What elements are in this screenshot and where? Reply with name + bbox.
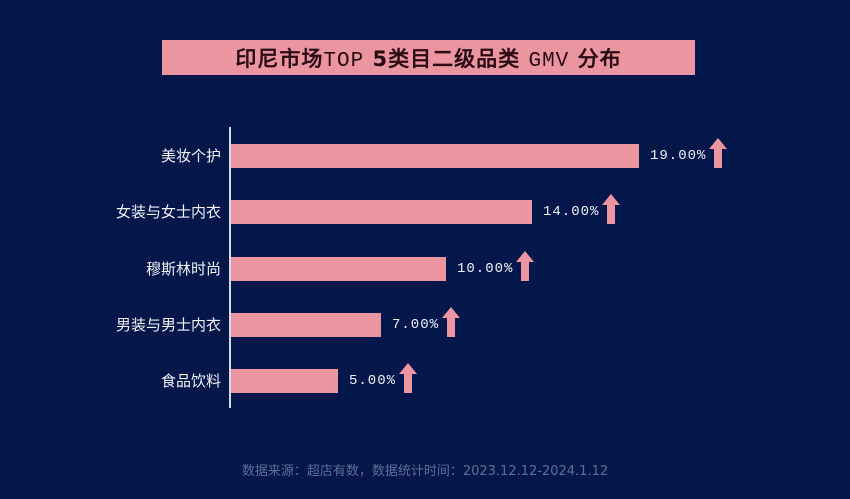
trend-up-arrow-icon: [399, 363, 417, 393]
bar: [231, 313, 381, 337]
category-label: 男装与男士内衣: [115, 316, 221, 334]
trend-up-arrow-icon: [442, 307, 460, 337]
trend-up-arrow-icon: [709, 138, 728, 168]
value-label: 5.00%: [349, 373, 397, 389]
category-label: 女装与女士内衣: [115, 203, 221, 221]
title-part-prefix: 印尼市场: [235, 46, 324, 71]
data-source-note: 数据来源：超店有数，数据统计时间：2023.12.12-2024.1.12: [241, 464, 609, 479]
title-part-top: TOP: [323, 49, 365, 73]
bar-row: 男装与男士内衣 7.00%: [0, 307, 850, 337]
value-label: 10.00%: [457, 261, 514, 277]
bar: [231, 257, 446, 281]
bar-row: 美妆个护 19.00%: [0, 138, 850, 168]
trend-up-arrow-icon: [516, 251, 535, 281]
value-label: 14.00%: [543, 204, 600, 220]
value-label: 19.00%: [650, 148, 707, 164]
category-label: 穆斯林时尚: [145, 260, 221, 278]
title-part-suffix: 分布: [577, 46, 622, 71]
title-part-middle: 5类目二级品类: [372, 46, 521, 71]
bar-row: 穆斯林时尚 10.00%: [0, 251, 850, 281]
bar: [231, 200, 532, 224]
title-part-gmv: GMV: [528, 49, 570, 73]
chart-title: 印尼市场TOP 5类目二级品类 GMV 分布: [235, 43, 621, 73]
bar-row: 食品饮料 5.00%: [0, 363, 850, 393]
chart-title-banner: 印尼市场TOP 5类目二级品类 GMV 分布: [162, 40, 695, 75]
bar-row: 女装与女士内衣 14.00%: [0, 194, 850, 224]
bar: [231, 144, 639, 168]
y-axis-line: [229, 127, 231, 408]
category-label: 美妆个护: [160, 147, 221, 165]
trend-up-arrow-icon: [602, 194, 621, 224]
bar: [231, 369, 338, 393]
value-label: 7.00%: [392, 317, 440, 333]
category-label: 食品饮料: [160, 372, 221, 390]
